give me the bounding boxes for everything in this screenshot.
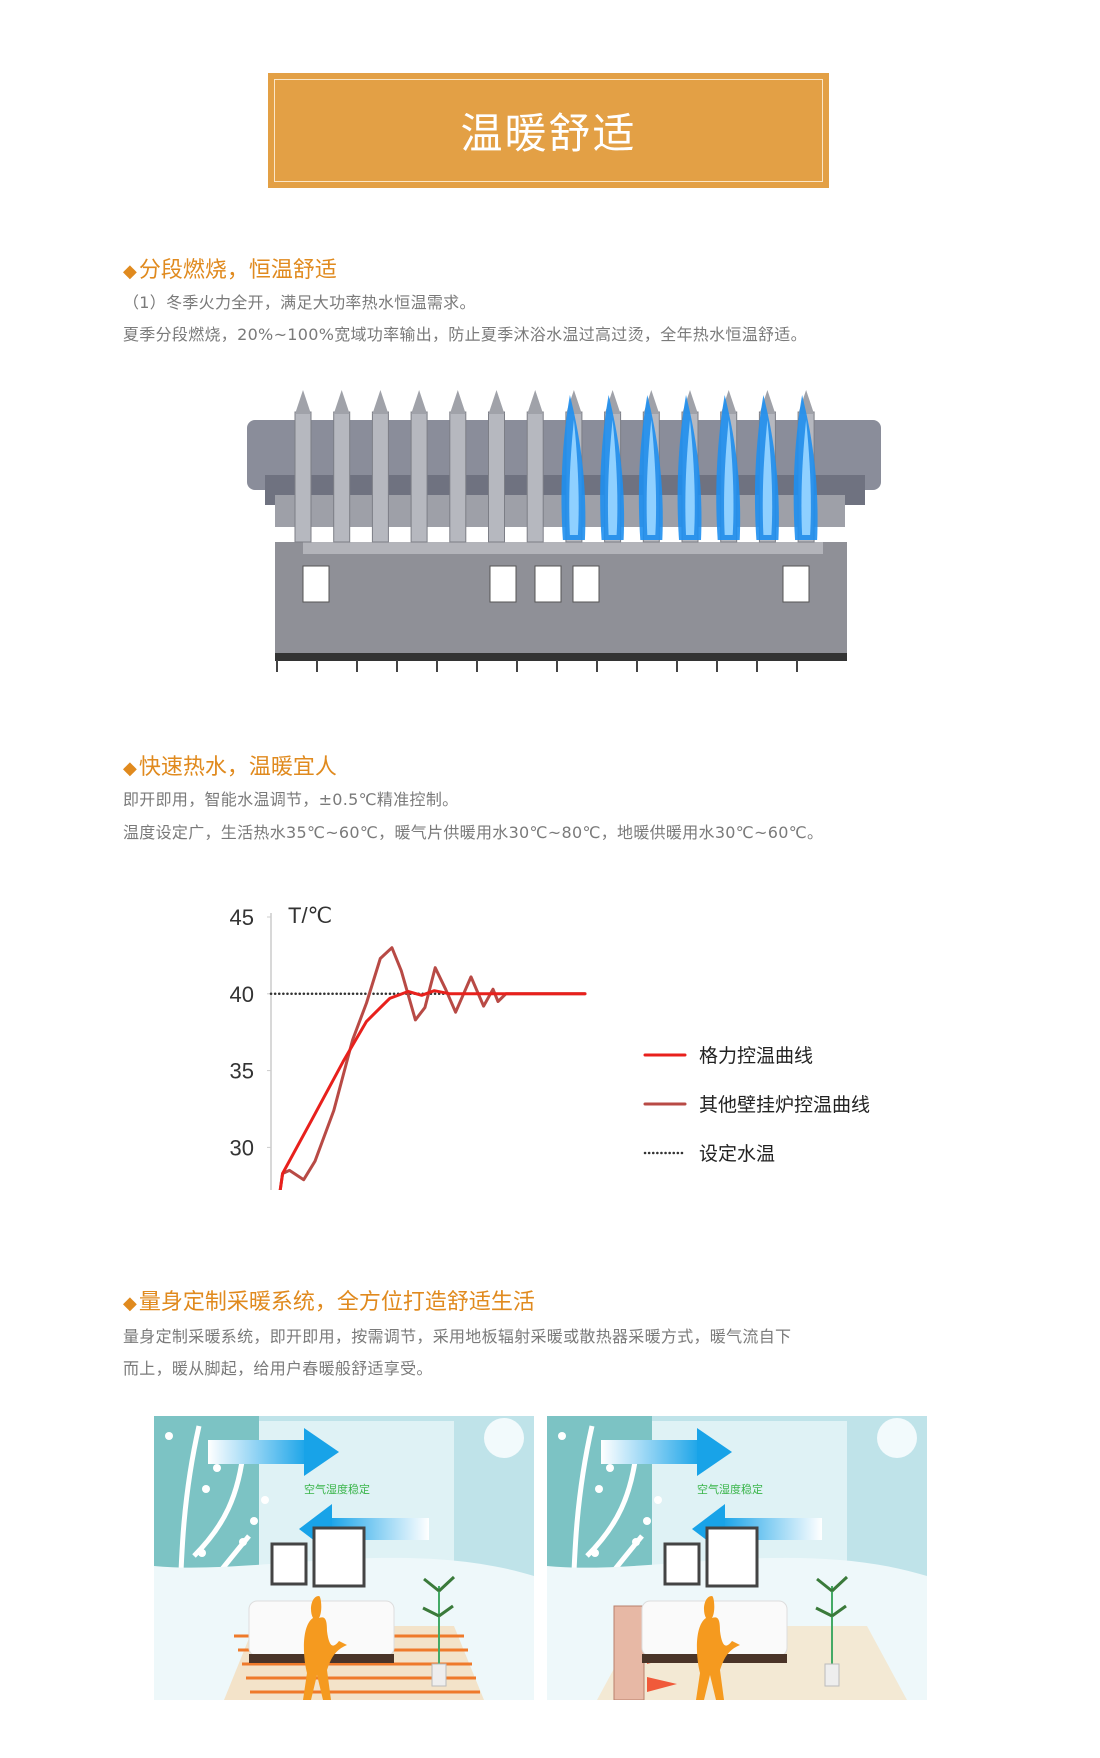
radiator-heating-scene: 空气湿度稳定 — [547, 1416, 927, 1700]
flame-core — [646, 420, 657, 535]
right-arrow-head — [304, 1428, 339, 1476]
y-axis-label: T/℃ — [288, 903, 332, 928]
section-text-line: 夏季分段燃烧，20%~100%宽域功率输出，防止夏季沐浴水温过高过烫，全年热水恒… — [123, 325, 807, 344]
radiator-icon — [613, 1605, 645, 1700]
snow-dot — [632, 1538, 640, 1546]
plant-pot — [824, 1663, 840, 1687]
burner-rod-tip — [333, 390, 350, 414]
burner-rod-tip — [449, 390, 466, 414]
legend-label: 其他壁挂炉控温曲线 — [699, 1094, 870, 1116]
burner-rod-tip — [411, 390, 428, 414]
section-text-line: （1）冬季火力全开，满足大功率热水恒温需求。 — [123, 293, 476, 312]
snow-dot — [198, 1549, 206, 1557]
snow-dot — [213, 1464, 221, 1472]
manifold-bottom-edge — [275, 653, 847, 661]
burner-rod — [526, 411, 544, 543]
manifold-slot — [572, 565, 600, 603]
series-line-1 — [278, 946, 587, 1190]
heat-arrow-icon — [647, 1677, 677, 1692]
plant-leaves — [422, 1575, 456, 1618]
picture-frame — [705, 1526, 759, 1588]
y-tick-label: 35 — [230, 1059, 254, 1084]
flame-core — [569, 420, 579, 535]
flame-core — [762, 420, 773, 535]
flame-core — [685, 420, 695, 535]
heading-text: 量身定制采暖系统，全方位打造舒适生活 — [138, 1290, 535, 1315]
moon — [484, 1418, 524, 1458]
picture-frame — [312, 1526, 366, 1588]
y-tick-label: 45 — [230, 905, 254, 930]
title-frame: 温暖舒适 — [274, 79, 823, 182]
manifold-slot — [782, 565, 810, 603]
heading-text: 分段燃烧，恒温舒适 — [138, 258, 337, 283]
floor-heating-scene: 空气湿度稳定 — [154, 1416, 534, 1700]
manifold-slot — [302, 565, 330, 603]
person-silhouette — [303, 1596, 347, 1700]
section-heading-heating-system: ◆量身定制采暖系统，全方位打造舒适生活 — [123, 1284, 535, 1316]
legend-label: 设定水温 — [699, 1143, 775, 1165]
diamond-icon: ◆ — [123, 1293, 137, 1314]
snow-dot — [250, 1517, 258, 1525]
burner-rod — [488, 411, 505, 543]
burner-rod — [371, 411, 389, 543]
plant-pot — [431, 1663, 447, 1687]
humidity-caption: 空气湿度稳定 — [697, 1482, 763, 1496]
manifold-slot — [534, 565, 562, 603]
title-banner: 温暖舒适 — [268, 73, 829, 188]
flame-core — [801, 420, 811, 535]
right-arrow-icon — [208, 1440, 308, 1464]
heading-text: 快速热水，温暖宜人 — [138, 755, 337, 780]
snow-dot — [595, 1485, 603, 1493]
burner-rod-tip — [488, 390, 505, 414]
snow-dot — [654, 1496, 662, 1504]
humidity-caption: 空气湿度稳定 — [304, 1482, 370, 1496]
picture-frame — [270, 1542, 308, 1586]
section-text-line: 温度设定广，生活热水35℃~60℃，暖气片供暖用水30℃~80℃，地暖供暖用水3… — [123, 823, 824, 842]
burner-rods-base — [275, 495, 845, 527]
section-heading-burning: ◆分段燃烧，恒温舒适 — [123, 252, 337, 284]
burner-rod-tip — [372, 390, 389, 414]
burner-illustration — [247, 390, 881, 672]
manifold-slot — [489, 565, 517, 603]
diamond-icon: ◆ — [123, 758, 137, 779]
y-tick-label: 40 — [230, 982, 254, 1007]
flame-core — [607, 420, 618, 535]
snow-dot — [558, 1432, 566, 1440]
section-text-line: 即开即用，智能水温调节，±0.5℃精准控制。 — [123, 790, 459, 809]
manifold-top-lip — [303, 542, 823, 554]
burner-rod — [294, 411, 312, 543]
flame-core — [724, 420, 734, 535]
series-line-0 — [278, 989, 587, 1190]
snow-dot — [239, 1538, 247, 1546]
snow-dot — [202, 1485, 210, 1493]
diamond-icon: ◆ — [123, 261, 137, 282]
burner-rod — [410, 411, 428, 543]
temperature-chart: 202530354045T/℃T/S格力控温曲线其他壁挂炉控温曲线设定水温 — [230, 903, 870, 1190]
person-silhouette — [696, 1596, 740, 1700]
right-arrow-icon — [601, 1440, 701, 1464]
y-tick-label: 30 — [230, 1135, 254, 1160]
snow-dot — [643, 1517, 651, 1525]
right-arrow-head — [697, 1428, 732, 1476]
burner-rod — [333, 411, 351, 543]
section-heading-hot-water: ◆快速热水，温暖宜人 — [123, 749, 337, 781]
burner-rod — [449, 411, 467, 543]
burner-rod-tip — [295, 390, 311, 414]
plant-leaves — [815, 1575, 849, 1618]
snow-dot — [261, 1496, 269, 1504]
picture-frame — [663, 1542, 701, 1586]
legend-label: 格力控温曲线 — [699, 1045, 813, 1067]
moon — [877, 1418, 917, 1458]
section-text-line: 而上，暖从脚起，给用户春暖般舒适享受。 — [123, 1359, 433, 1378]
page-title: 温暖舒适 — [460, 109, 637, 158]
snow-dot — [591, 1549, 599, 1557]
snow-dot — [165, 1432, 173, 1440]
burner-rod-tip — [527, 390, 544, 414]
snow-dot — [606, 1464, 614, 1472]
section-text-line: 量身定制采暖系统，即开即用，按需调节，采用地板辐射采暖或散热器采暖方式，暖气流自… — [123, 1327, 792, 1346]
